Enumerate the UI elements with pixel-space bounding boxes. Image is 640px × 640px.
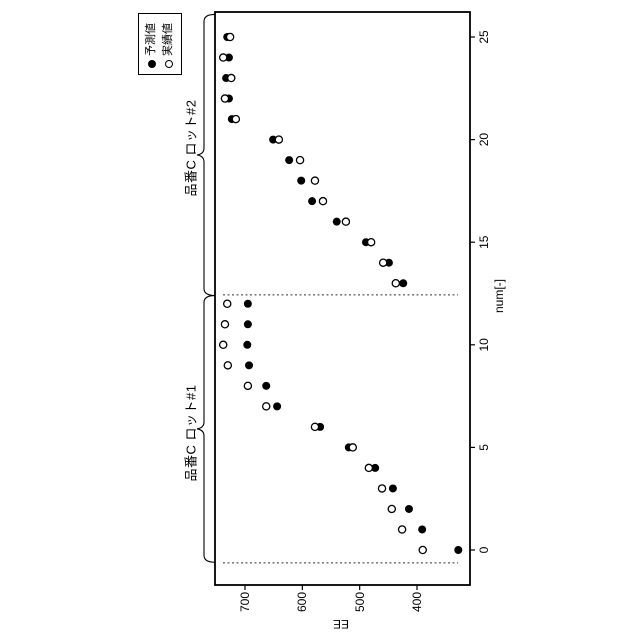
y-tick-label: 700 — [238, 592, 252, 613]
x-tick-label: 0 — [477, 546, 491, 554]
data-point-actual — [378, 258, 388, 267]
data-point-predicted — [273, 402, 282, 411]
data-point-predicted — [399, 279, 408, 288]
legend-item-actual: 実績値 — [162, 14, 176, 68]
x-tick-label: 15 — [477, 235, 491, 249]
lot1-label: 品番C ロット#1 — [183, 384, 199, 482]
y-tick-label: 600 — [295, 592, 310, 613]
data-point-actual — [310, 422, 320, 432]
x-tick-label: 5 — [477, 444, 491, 451]
data-point-predicted — [404, 504, 413, 513]
data-point-actual — [377, 484, 387, 493]
y-tick-label: 500 — [352, 592, 367, 613]
x-tick-label: 10 — [477, 338, 491, 352]
lot1-brace — [196, 295, 216, 563]
data-point-predicted — [245, 361, 254, 370]
data-point-actual — [231, 114, 241, 124]
data-point-predicted — [371, 463, 380, 472]
x-tick-label: 20 — [477, 132, 491, 147]
data-point-actual — [261, 402, 271, 411]
data-point-actual — [387, 504, 397, 514]
data-point-actual — [220, 94, 230, 103]
data-point-actual — [218, 340, 228, 350]
filled-circle-icon — [147, 60, 156, 68]
data-point-actual — [225, 32, 235, 42]
data-point-actual — [418, 545, 427, 555]
data-point-predicted — [388, 484, 397, 493]
data-point-actual — [243, 381, 253, 391]
legend-item-predicted: 予測値 — [145, 14, 159, 68]
data-point-actual — [223, 361, 233, 370]
data-point-actual — [366, 237, 376, 247]
data-point-actual — [391, 278, 401, 288]
data-point-actual — [341, 217, 351, 226]
data-point-actual — [318, 196, 328, 206]
data-point-predicted — [418, 525, 427, 534]
y-axis-title: EE — [332, 617, 350, 631]
data-point-actual — [218, 53, 228, 62]
plot-frame — [214, 11, 471, 586]
data-point-predicted — [262, 381, 271, 390]
data-point-actual — [364, 463, 374, 473]
legend-label-predicted: 予測値 — [145, 23, 157, 56]
data-point-predicted — [308, 197, 317, 206]
data-point-actual — [348, 443, 358, 452]
legend-label-actual: 実績値 — [162, 23, 174, 56]
data-point-predicted — [332, 217, 341, 226]
data-point-actual — [397, 525, 407, 534]
data-point-predicted — [243, 299, 252, 308]
lot2-label: 品番C ロット#2 — [183, 99, 199, 197]
legend-box: 予測値 実績値 — [138, 13, 182, 75]
data-point-actual — [274, 135, 284, 144]
data-point-actual — [295, 155, 305, 165]
data-point-predicted — [243, 320, 252, 329]
x-axis-title: num[-] — [492, 278, 506, 314]
data-point-predicted — [297, 176, 306, 185]
data-point-predicted — [454, 546, 463, 554]
data-point-actual — [227, 73, 236, 83]
y-tick-label: 400 — [410, 592, 424, 613]
open-circle-icon — [164, 60, 173, 68]
x-tick-label: 25 — [477, 30, 491, 44]
data-point-actual — [220, 320, 230, 329]
data-point-actual — [222, 299, 232, 309]
lot2-brace — [196, 13, 216, 297]
data-point-predicted — [285, 156, 294, 165]
data-point-predicted — [243, 340, 252, 349]
data-point-actual — [310, 176, 320, 185]
